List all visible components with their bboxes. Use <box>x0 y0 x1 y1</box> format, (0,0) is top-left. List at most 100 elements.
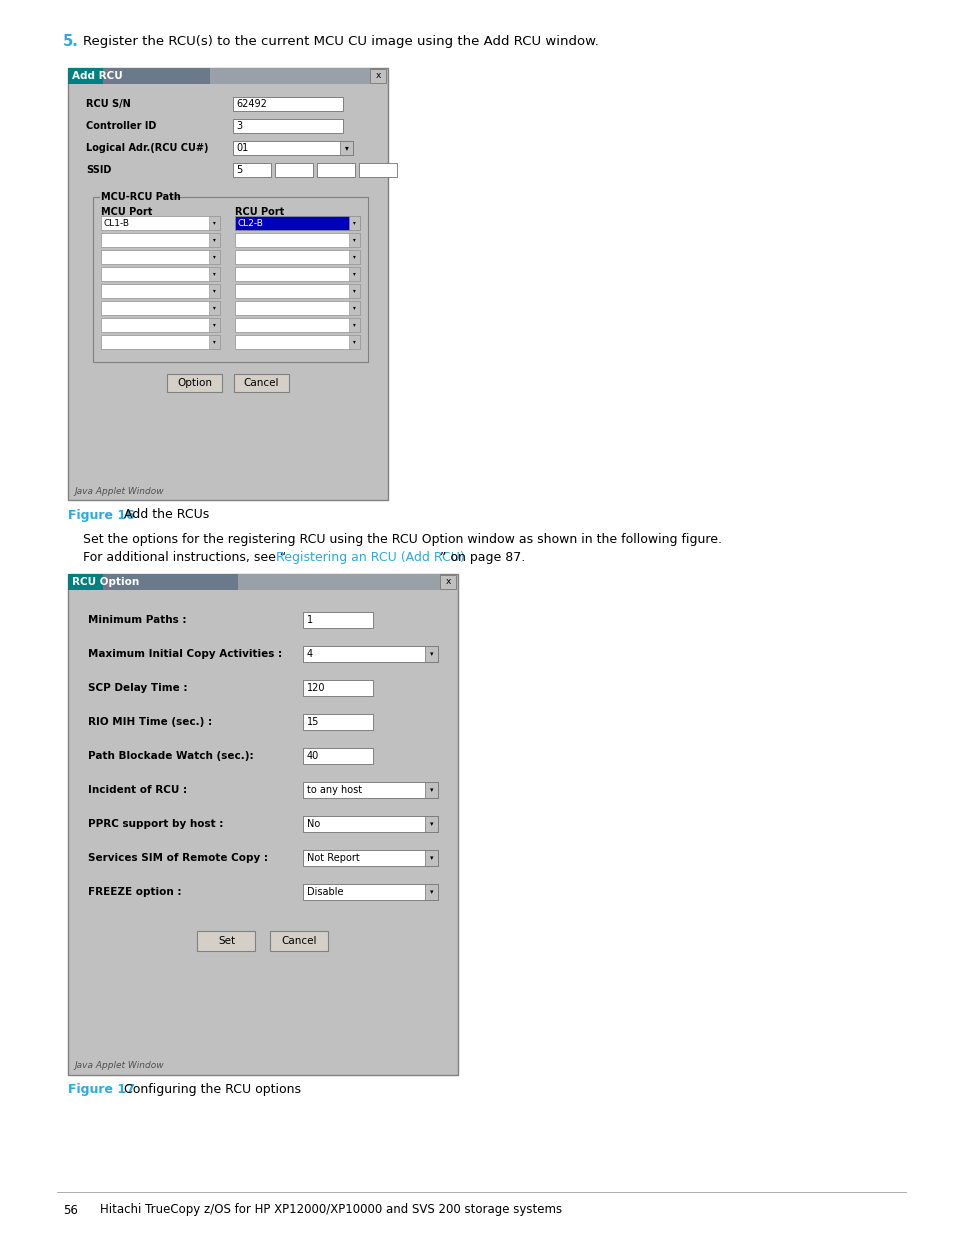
Bar <box>209 249 220 264</box>
Bar <box>209 216 220 230</box>
Bar <box>349 216 359 230</box>
Text: Set the options for the registering RCU using the RCU Option window as shown in : Set the options for the registering RCU … <box>83 534 721 547</box>
Text: ▾: ▾ <box>213 305 215 310</box>
Text: Not Report: Not Report <box>307 853 359 863</box>
Bar <box>349 301 359 315</box>
Bar <box>316 163 355 177</box>
Text: 01: 01 <box>235 143 248 153</box>
Bar <box>68 68 388 500</box>
Bar <box>209 301 220 315</box>
Text: x: x <box>445 578 450 587</box>
Text: 62492: 62492 <box>235 99 267 109</box>
Bar <box>349 284 359 298</box>
Bar <box>349 233 359 247</box>
Text: ▾: ▾ <box>345 143 349 152</box>
Text: Set: Set <box>217 936 234 946</box>
Bar <box>101 284 220 298</box>
Text: ▾: ▾ <box>213 237 215 242</box>
Text: Minimum Paths :: Minimum Paths : <box>88 615 186 625</box>
Bar <box>101 267 220 282</box>
Text: ▾: ▾ <box>213 340 215 345</box>
Bar <box>234 249 359 264</box>
Bar <box>234 216 359 230</box>
Bar <box>424 850 437 866</box>
Bar <box>233 98 343 111</box>
Text: Option: Option <box>177 378 212 388</box>
Bar <box>424 816 437 832</box>
Bar <box>349 317 359 332</box>
Text: Controller ID: Controller ID <box>86 121 156 131</box>
Text: ▾: ▾ <box>429 651 433 657</box>
Text: MCU Port: MCU Port <box>101 207 152 217</box>
Bar <box>209 267 220 282</box>
Text: Hitachi TrueCopy z/OS for HP XP12000/XP10000 and SVS 200 storage systems: Hitachi TrueCopy z/OS for HP XP12000/XP1… <box>100 1203 561 1216</box>
Text: ▾: ▾ <box>213 254 215 259</box>
Text: Java Applet Window: Java Applet Window <box>74 487 164 495</box>
Bar <box>103 68 370 84</box>
Bar <box>68 68 103 84</box>
Bar <box>234 267 359 282</box>
Bar <box>101 249 220 264</box>
Text: ▾: ▾ <box>353 289 355 294</box>
Bar <box>101 301 220 315</box>
Text: 56: 56 <box>63 1203 78 1216</box>
Bar <box>167 374 222 391</box>
Bar <box>234 317 359 332</box>
Bar <box>303 884 437 900</box>
Bar <box>439 576 456 589</box>
Text: Registering an RCU (Add RCU): Registering an RCU (Add RCU) <box>275 551 464 563</box>
Bar <box>271 931 328 951</box>
Text: 5.: 5. <box>63 35 79 49</box>
Bar <box>92 198 368 362</box>
Bar <box>339 141 353 156</box>
Text: ▾: ▾ <box>213 221 215 226</box>
Text: FREEZE option :: FREEZE option : <box>88 887 181 897</box>
Text: Services SIM of Remote Copy :: Services SIM of Remote Copy : <box>88 853 268 863</box>
Text: 5: 5 <box>235 165 242 175</box>
Text: For additional instructions, see “: For additional instructions, see “ <box>83 551 286 563</box>
Bar <box>303 714 373 730</box>
Bar <box>233 141 353 156</box>
Bar <box>349 267 359 282</box>
Text: Configuring the RCU options: Configuring the RCU options <box>124 1083 301 1097</box>
Text: ▾: ▾ <box>353 237 355 242</box>
Bar <box>358 163 396 177</box>
Bar <box>303 782 437 798</box>
Bar <box>101 233 220 247</box>
Text: PPRC support by host :: PPRC support by host : <box>88 819 223 829</box>
Bar <box>233 119 343 133</box>
Bar <box>68 574 103 590</box>
Text: ▾: ▾ <box>353 221 355 226</box>
Text: ▾: ▾ <box>213 272 215 277</box>
Text: RCU Option: RCU Option <box>71 577 139 587</box>
Bar <box>303 748 373 764</box>
Text: 15: 15 <box>307 718 319 727</box>
Text: SCP Delay Time :: SCP Delay Time : <box>88 683 188 693</box>
Text: ▾: ▾ <box>353 254 355 259</box>
Text: 1: 1 <box>307 615 313 625</box>
Text: No: No <box>307 819 320 829</box>
Bar <box>370 69 386 83</box>
Text: 3: 3 <box>235 121 242 131</box>
Bar <box>233 163 271 177</box>
Bar <box>209 317 220 332</box>
Text: ▾: ▾ <box>353 305 355 310</box>
Bar <box>234 301 359 315</box>
Text: RCU S/N: RCU S/N <box>86 99 131 109</box>
Bar <box>234 233 359 247</box>
Bar <box>237 574 439 590</box>
Bar <box>233 374 289 391</box>
Bar <box>101 216 220 230</box>
Text: Java Applet Window: Java Applet Window <box>74 1062 164 1071</box>
Text: ” on page 87.: ” on page 87. <box>439 551 525 563</box>
Text: Register the RCU(s) to the current MCU CU image using the Add RCU window.: Register the RCU(s) to the current MCU C… <box>83 36 598 48</box>
Bar <box>424 646 437 662</box>
Bar <box>303 816 437 832</box>
Text: x: x <box>375 72 380 80</box>
Text: Path Blockade Watch (sec.):: Path Blockade Watch (sec.): <box>88 751 253 761</box>
Text: ▾: ▾ <box>429 821 433 827</box>
Bar <box>209 284 220 298</box>
Bar <box>424 782 437 798</box>
Text: Figure 16: Figure 16 <box>68 509 134 521</box>
Text: Maximum Initial Copy Activities :: Maximum Initial Copy Activities : <box>88 650 282 659</box>
